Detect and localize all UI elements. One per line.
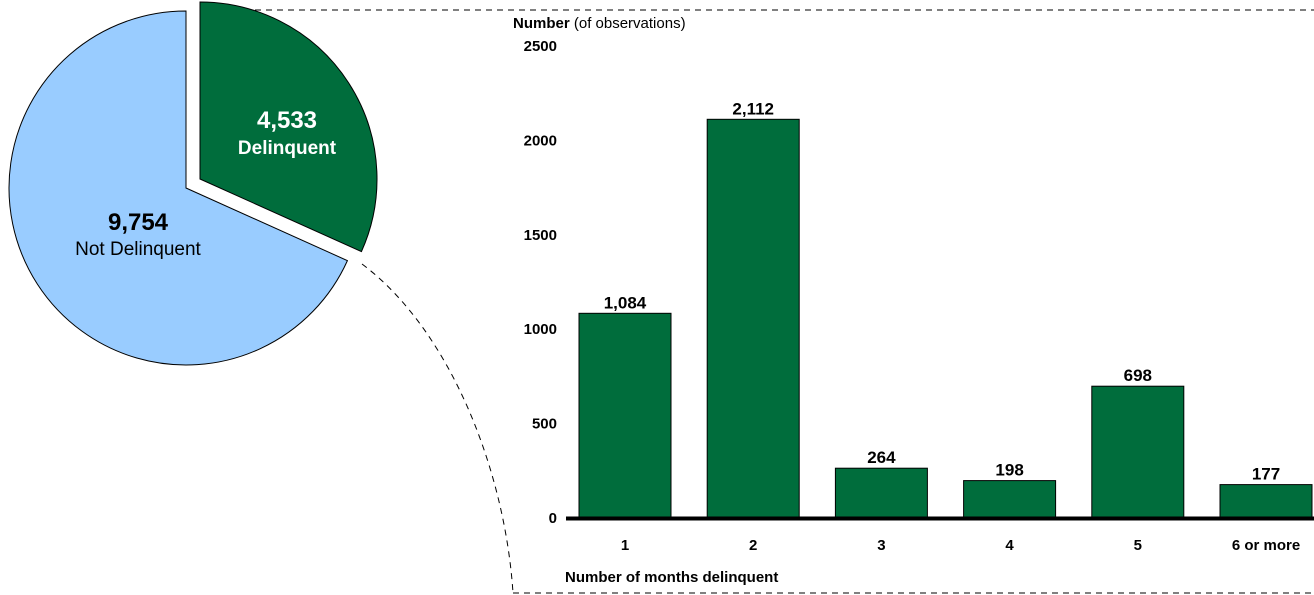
bar-1 [578,312,672,519]
pie-chart: 9,754 Not Delinquent 4,533 Delinquent [8,1,378,366]
bar-chart: Number (of observations) 0 500 1000 1500 200… [513,15,1314,586]
x-tick-label: 6 or more [1232,537,1300,554]
pie-slice-not-delinquent [8,10,349,366]
y-axis-tick-labels: 0 500 1000 1500 2000 2500 [524,38,557,527]
bar-4 [963,480,1057,519]
pie-label-not-delinquent: Not Delinquent [75,239,201,260]
bar-6 [1219,484,1313,519]
bar-data-label: 698 [1124,366,1152,385]
bar-data-label: 177 [1252,465,1280,484]
y-tick-label: 1000 [524,321,557,338]
bar-5 [1091,385,1185,519]
callout-connector [200,9,1314,594]
pie-slice-delinquent [199,1,378,253]
x-tick-label: 2 [749,537,757,554]
pie-value-label-delinquent: 4,533 [257,107,317,134]
x-tick-label: 3 [877,537,885,554]
y-tick-label: 2500 [524,38,557,55]
bar-data-labels: 1,084 2,112 264 198 698 177 [604,99,1280,483]
y-tick-label: 0 [549,510,557,527]
y-tick-label: 1500 [524,227,557,244]
y-tick-label: 2000 [524,132,557,149]
y-axis-title-bold: Number [513,15,570,32]
bar-data-label: 264 [867,448,896,467]
pie-label-delinquent: Delinquent [238,138,337,159]
y-axis-title-rest: (of observations) [570,15,686,32]
bar-chart-x-axis-title: Number of months delinquent [565,569,778,586]
bar-series [578,118,1313,519]
x-tick-label: 4 [1005,537,1014,554]
x-tick-label: 1 [621,537,629,554]
x-axis-tick-labels: 1 2 3 4 5 6 or more [621,537,1300,554]
bar-data-label: 1,084 [604,293,647,312]
x-tick-label: 5 [1134,537,1142,554]
bar-chart-y-axis-title: Number (of observations) [513,15,686,32]
bar-2 [706,118,800,519]
callout-curve [361,263,514,594]
bar-3 [834,467,928,519]
bar-data-label: 2,112 [732,99,774,118]
bar-data-label: 198 [995,461,1023,480]
y-tick-label: 500 [532,416,557,433]
pie-value-label-not-delinquent: 9,754 [108,209,169,236]
